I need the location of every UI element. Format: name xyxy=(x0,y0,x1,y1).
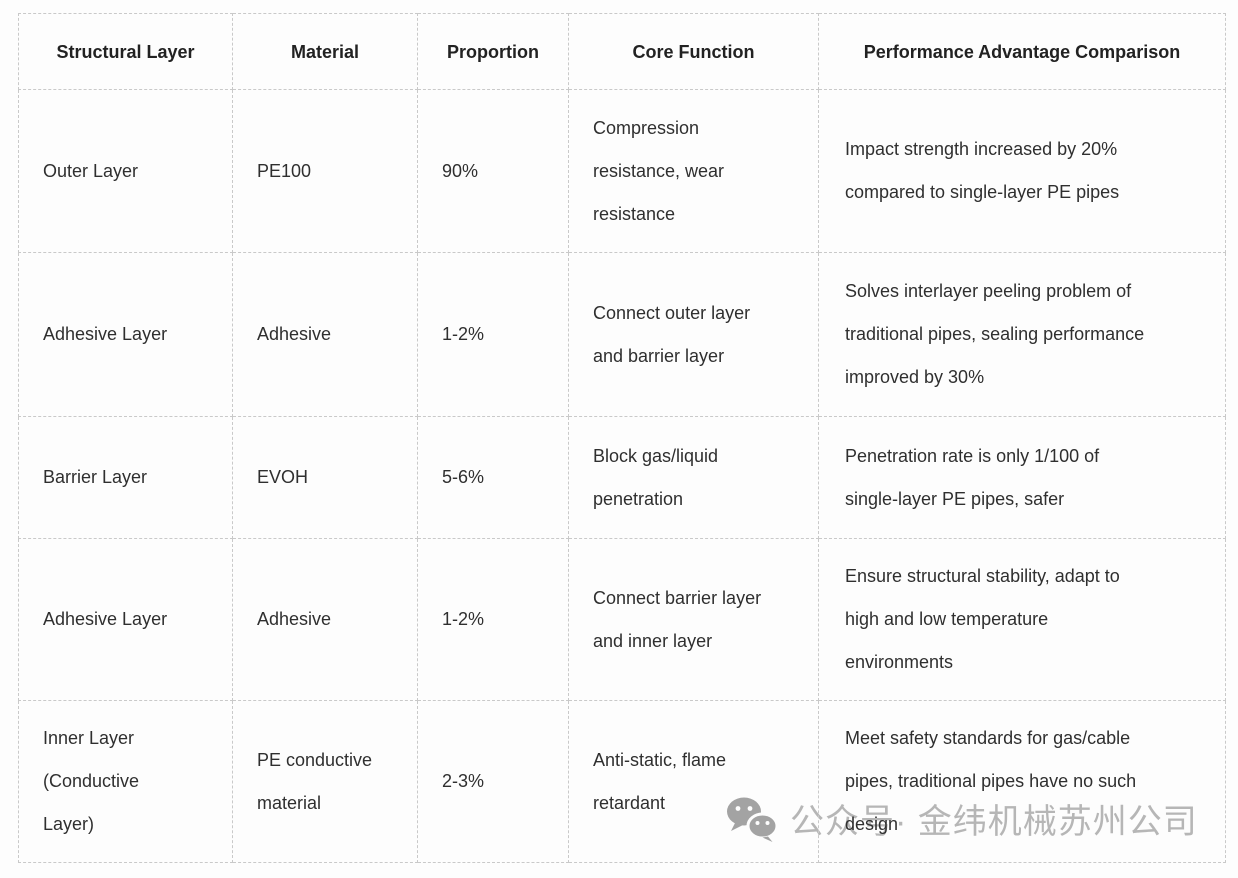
cell-material: Adhesive xyxy=(232,538,418,701)
table-row-inner-layer: Inner Layer (Conductive Layer) PE conduc… xyxy=(18,700,1226,863)
cell-performance: Penetration rate is only 1/100 of single… xyxy=(818,416,1226,539)
cell-proportion: 1-2% xyxy=(417,252,569,417)
column-header-core-function: Core Function xyxy=(568,13,819,90)
cell-material: PE conductive material xyxy=(232,700,418,863)
column-header-proportion: Proportion xyxy=(417,13,569,90)
table-header-row: Structural Layer Material Proportion Cor… xyxy=(18,13,1226,90)
column-header-material: Material xyxy=(232,13,418,90)
cell-performance: Meet safety standards for gas/cable pipe… xyxy=(818,700,1226,863)
column-header-structural-layer: Structural Layer xyxy=(18,13,233,90)
cell-proportion: 5-6% xyxy=(417,416,569,539)
cell-core-function: Anti-static, flame retardant xyxy=(568,700,819,863)
cell-proportion: 1-2% xyxy=(417,538,569,701)
cell-proportion: 2-3% xyxy=(417,700,569,863)
cell-material: Adhesive xyxy=(232,252,418,417)
cell-structural-layer: Inner Layer (Conductive Layer) xyxy=(18,700,233,863)
cell-core-function: Compression resistance, wear resistance xyxy=(568,89,819,253)
table-row-adhesive-layer-1: Adhesive Layer Adhesive 1-2% Connect out… xyxy=(18,252,1226,417)
pipe-layer-structure-table: Structural Layer Material Proportion Cor… xyxy=(18,13,1226,863)
cell-material: PE100 xyxy=(232,89,418,253)
cell-core-function: Block gas/liquid penetration xyxy=(568,416,819,539)
cell-structural-layer: Adhesive Layer xyxy=(18,252,233,417)
cell-structural-layer: Barrier Layer xyxy=(18,416,233,539)
cell-material: EVOH xyxy=(232,416,418,539)
cell-proportion: 90% xyxy=(417,89,569,253)
table-row-outer-layer: Outer Layer PE100 90% Compression resist… xyxy=(18,89,1226,253)
cell-structural-layer: Outer Layer xyxy=(18,89,233,253)
table-row-barrier-layer: Barrier Layer EVOH 5-6% Block gas/liquid… xyxy=(18,416,1226,539)
table-row-adhesive-layer-2: Adhesive Layer Adhesive 1-2% Connect bar… xyxy=(18,538,1226,701)
cell-performance: Impact strength increased by 20% compare… xyxy=(818,89,1226,253)
cell-core-function: Connect barrier layer and inner layer xyxy=(568,538,819,701)
cell-core-function: Connect outer layer and barrier layer xyxy=(568,252,819,417)
cell-performance: Ensure structural stability, adapt to hi… xyxy=(818,538,1226,701)
cell-structural-layer: Adhesive Layer xyxy=(18,538,233,701)
column-header-performance: Performance Advantage Comparison xyxy=(818,13,1226,90)
cell-performance: Solves interlayer peeling problem of tra… xyxy=(818,252,1226,417)
